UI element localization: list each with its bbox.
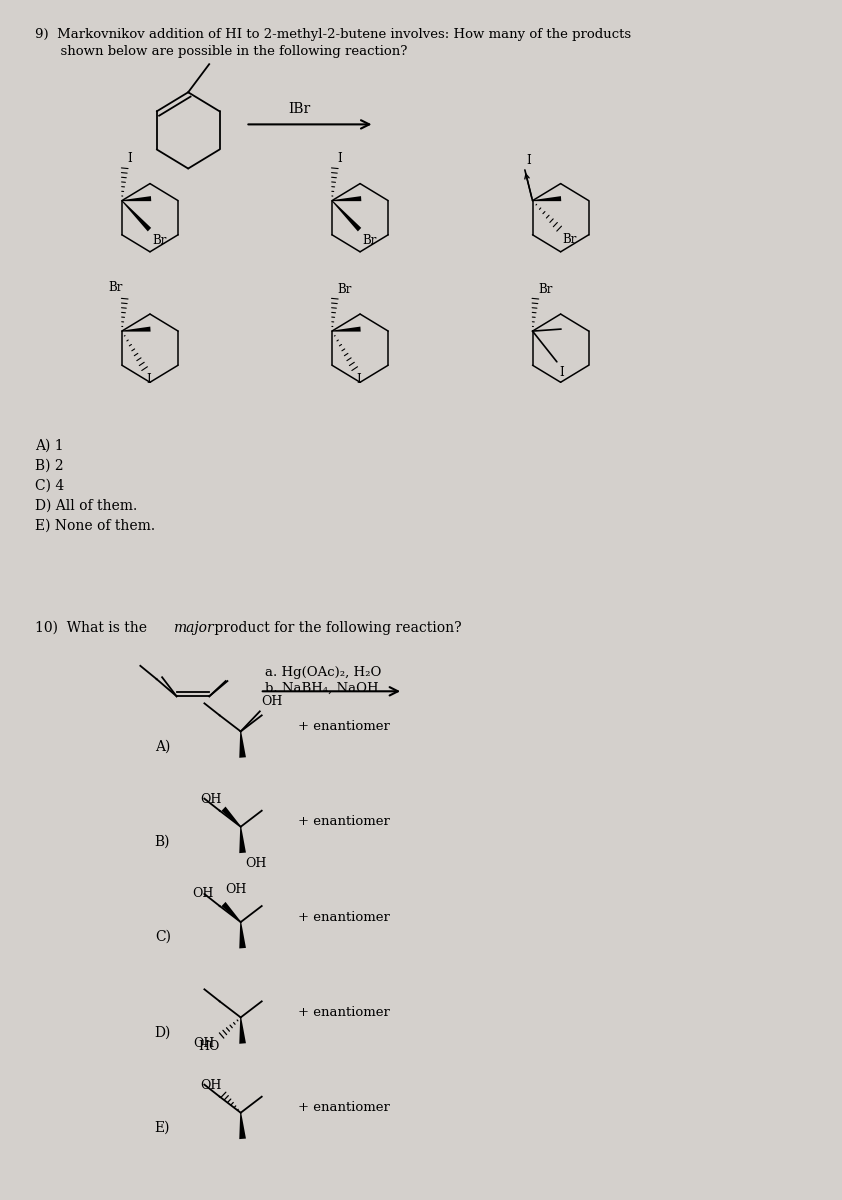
Polygon shape (122, 196, 152, 202)
Text: Br: Br (338, 283, 352, 295)
Text: I: I (128, 152, 132, 166)
Polygon shape (239, 1018, 246, 1044)
Polygon shape (121, 200, 152, 232)
Text: + enantiomer: + enantiomer (298, 815, 390, 828)
Text: OH: OH (193, 1038, 215, 1050)
Text: 10)  What is the: 10) What is the (35, 622, 152, 635)
Text: OH: OH (246, 857, 267, 870)
Text: major: major (173, 622, 214, 635)
Text: OH: OH (262, 695, 283, 708)
Text: product for the following reaction?: product for the following reaction? (210, 622, 461, 635)
Text: HO: HO (199, 1040, 220, 1054)
Text: E): E) (155, 1121, 170, 1135)
Text: + enantiomer: + enantiomer (298, 720, 390, 733)
Text: OH: OH (226, 883, 247, 896)
Polygon shape (221, 806, 241, 827)
Text: OH: OH (193, 887, 214, 900)
Text: I: I (357, 373, 361, 385)
Text: A): A) (155, 739, 170, 754)
Polygon shape (122, 326, 151, 331)
Text: B): B) (155, 835, 170, 848)
Text: OH: OH (200, 793, 221, 805)
Text: I: I (338, 152, 343, 166)
Text: Br: Br (362, 234, 376, 247)
Polygon shape (239, 922, 246, 948)
Text: Br: Br (109, 281, 123, 294)
Polygon shape (532, 196, 562, 202)
Text: Br: Br (538, 283, 552, 295)
Polygon shape (239, 1112, 246, 1139)
Text: D): D) (155, 1026, 171, 1039)
Text: Br: Br (562, 233, 577, 246)
Text: C) 4: C) 4 (35, 479, 65, 493)
Text: a. Hg(OAc)₂, H₂O: a. Hg(OAc)₂, H₂O (264, 666, 381, 679)
Polygon shape (332, 196, 361, 202)
Text: + enantiomer: + enantiomer (298, 1006, 390, 1019)
Text: + enantiomer: + enantiomer (298, 1102, 390, 1115)
Text: A) 1: A) 1 (35, 438, 64, 452)
Text: b. NaBH₄, NaOH: b. NaBH₄, NaOH (264, 682, 378, 695)
Text: B) 2: B) 2 (35, 458, 64, 473)
Polygon shape (239, 731, 246, 757)
Text: E) None of them.: E) None of them. (35, 518, 156, 533)
Text: 9)  Markovnikov addition of HI to 2-methyl-2-butene involves: How many of the pr: 9) Markovnikov addition of HI to 2-methy… (35, 28, 632, 41)
Text: shown below are possible in the following reaction?: shown below are possible in the followin… (35, 44, 408, 58)
Polygon shape (239, 827, 246, 853)
Text: Br: Br (152, 234, 167, 247)
Text: D) All of them.: D) All of them. (35, 499, 137, 512)
Polygon shape (221, 902, 241, 923)
Text: + enantiomer: + enantiomer (298, 911, 390, 924)
Text: I: I (527, 154, 531, 167)
Text: OH: OH (200, 1079, 221, 1092)
Text: IBr: IBr (289, 102, 311, 116)
Polygon shape (332, 326, 360, 331)
Polygon shape (332, 200, 361, 232)
Text: I: I (560, 366, 564, 379)
Text: C): C) (155, 930, 171, 944)
Text: I: I (147, 373, 152, 385)
